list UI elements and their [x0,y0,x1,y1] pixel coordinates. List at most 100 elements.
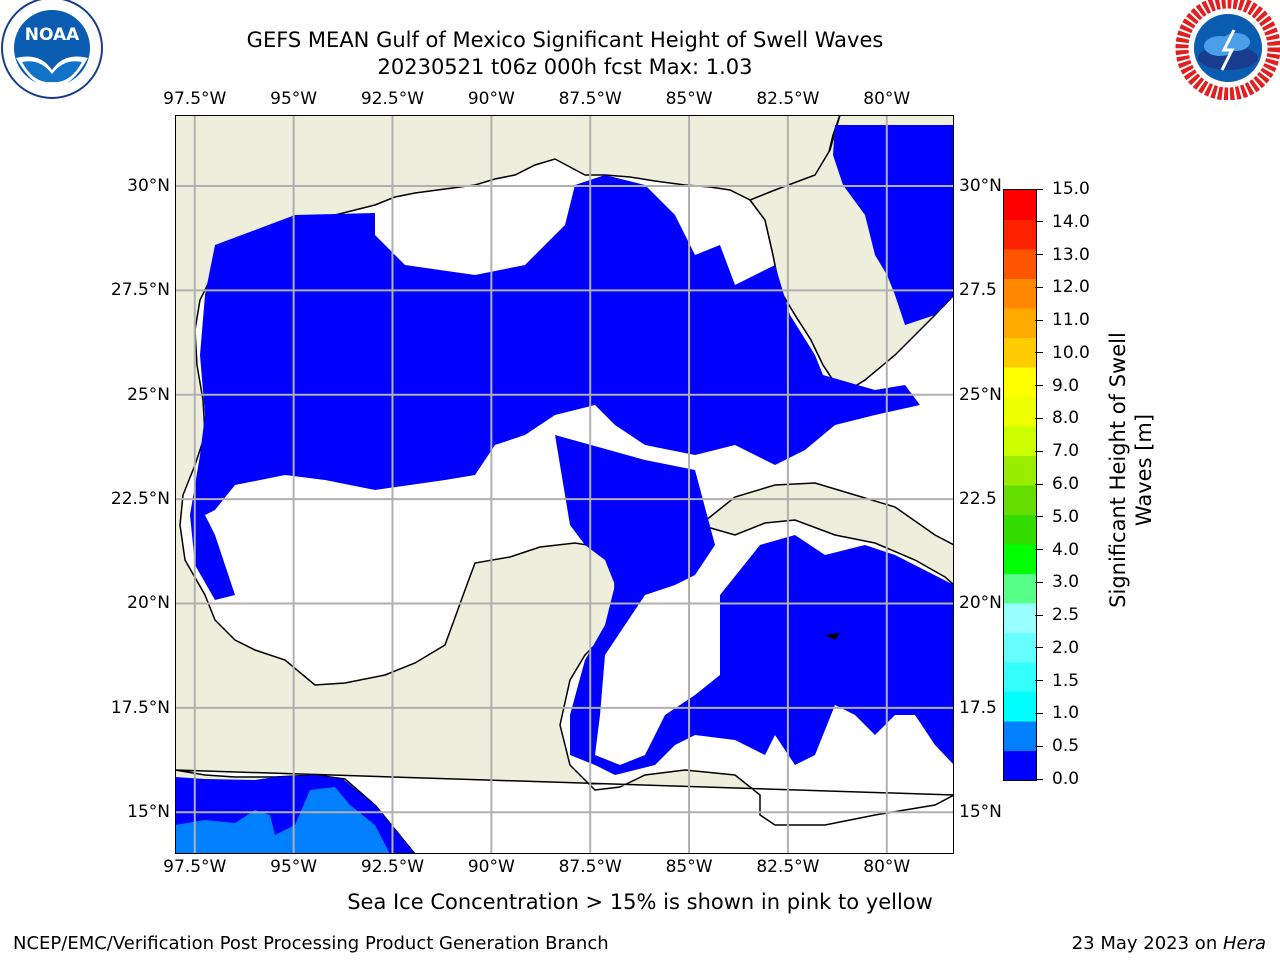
lat-label-left: 25°N [127,384,170,405]
lon-label-bottom: 80°W [863,857,911,877]
chart-title: GEFS MEAN Gulf of Mexico Significant Hei… [246,28,884,52]
colorbar-tick-label: 15.0 [1052,179,1090,199]
colorbar-segment [1004,485,1036,515]
noaa-logo: NOAA [0,0,108,100]
colorbar-tick-mark [1035,254,1043,256]
colorbar-tick-mark [1035,188,1043,190]
colorbar-tick-mark [1035,745,1043,747]
colorbar-segment [1004,662,1036,692]
colorbar-tick-label: 14.0 [1052,211,1090,232]
colorbar-tick-mark [1035,680,1043,682]
colorbar-segment [1004,691,1036,722]
colorbar-tick-mark [1035,417,1043,419]
colorbar-segment [1004,190,1036,220]
map-frame [175,115,954,854]
colorbar-tick-label: 0.0 [1052,769,1080,789]
colorbar-segment [1004,603,1036,633]
lon-label-bottom: 97.5°W [163,857,227,877]
colorbar-tick-mark [1035,352,1043,354]
colorbar-tick-mark [1035,778,1043,780]
chart-subtitle: 20230521 t06z 000h fcst Max: 1.03 [377,55,753,79]
colorbar-label: Significant Height of Swell Waves [m] [1106,332,1156,608]
lon-label-bottom: 82.5°W [756,857,820,877]
colorbar-tick-label: 13.0 [1052,244,1090,265]
colorbar-segment [1004,632,1036,663]
nws-logo [1172,0,1280,101]
colorbar-tick-label: 1.0 [1052,703,1080,724]
colorbar-tick-label: 1.5 [1052,670,1080,691]
colorbar-tick-label: 7.0 [1052,441,1080,462]
colorbar-segment [1004,367,1036,397]
lon-label-top: 92.5°W [360,89,425,109]
colorbar-segment [1004,219,1036,250]
colorbar-segment [1004,249,1036,279]
colorbar-segment [1004,573,1036,604]
colorbar-segment [1004,426,1036,456]
colorbar-segment [1004,455,1036,486]
colorbar-segment [1004,337,1036,368]
lat-label-left: 20°N [127,593,170,614]
colorbar-tick-mark [1035,385,1043,387]
lon-label-bottom: 90°W [467,857,515,877]
colorbar-tick-label: 8.0 [1052,408,1080,429]
colorbar-tick-mark [1035,712,1043,714]
colorbar-tick-label: 0.5 [1052,736,1080,757]
lon-label-top: 87.5°W [558,89,622,109]
colorbar-segment [1004,514,1036,545]
lat-label-right: 25°N [959,384,1002,405]
lat-label-right: 22.5 [959,489,997,510]
lon-label-bottom: 87.5°W [558,857,622,877]
footer-credit: NCEP/EMC/Verification Post Processing Pr… [13,933,609,954]
swell-0.5-1.0m [175,787,390,854]
lon-label-top: 82.5°W [756,89,820,109]
lat-label-right: 20°N [959,593,1002,614]
lat-label-left: 17.5°N [110,697,170,718]
colorbar-tick-mark [1035,581,1043,583]
colorbar-tick-label: 11.0 [1052,310,1090,331]
colorbar-tick-label: 2.0 [1052,637,1080,658]
colorbar-tick-mark [1035,516,1043,518]
colorbar-tick-label: 3.0 [1052,572,1080,593]
lat-label-right: 30°N [959,175,1002,196]
lat-label-left: 30°N [127,175,170,196]
lat-label-left: 22.5°N [110,489,170,510]
colorbar-segment [1004,278,1036,309]
swell-0-0.5m [190,125,954,775]
lon-label-top: 95°W [270,89,318,109]
colorbar [1003,189,1037,781]
island-mark [825,633,840,640]
colorbar-segment [1004,544,1036,574]
colorbar-segment [1004,308,1036,338]
colorbar-tick-mark [1035,483,1043,485]
lon-label-top: 80°W [863,89,911,109]
colorbar-tick-label: 12.0 [1052,277,1090,298]
colorbar-segment [1004,396,1036,427]
sea-ice-note: Sea Ice Concentration > 15% is shown in … [347,890,933,914]
footer-date: 23 May 2023 on Hera [1071,933,1266,954]
colorbar-tick-mark [1035,221,1043,223]
footer-machine: Hera [1222,933,1266,954]
lon-label-bottom: 85°W [665,857,713,877]
lon-label-top: 97.5°W [163,89,227,109]
colorbar-tick-mark [1035,614,1043,616]
noaa-logo-text: NOAA [25,25,80,45]
colorbar-segment [1004,750,1036,781]
lon-label-bottom: 92.5°W [360,857,425,877]
colorbar-tick-label: 10.0 [1052,342,1090,363]
lat-label-left: 15°N [127,802,170,823]
colorbar-tick-label: 2.5 [1052,605,1080,626]
colorbar-tick-label: 9.0 [1052,375,1080,396]
lat-label-right: 17.5 [959,697,997,718]
colorbar-tick-label: 5.0 [1052,506,1080,527]
colorbar-tick-mark [1035,286,1043,288]
colorbar-tick-label: 6.0 [1052,474,1080,494]
lon-label-bottom: 95°W [270,857,318,877]
colorbar-segment [1004,721,1036,751]
colorbar-tick-mark [1035,647,1043,649]
lon-label-top: 85°W [665,89,713,109]
map-area [174,114,957,855]
colorbar-tick-mark [1035,450,1043,452]
lat-label-left: 27.5°N [110,280,170,301]
graticule [175,115,954,854]
lat-label-right: 15°N [959,802,1002,823]
